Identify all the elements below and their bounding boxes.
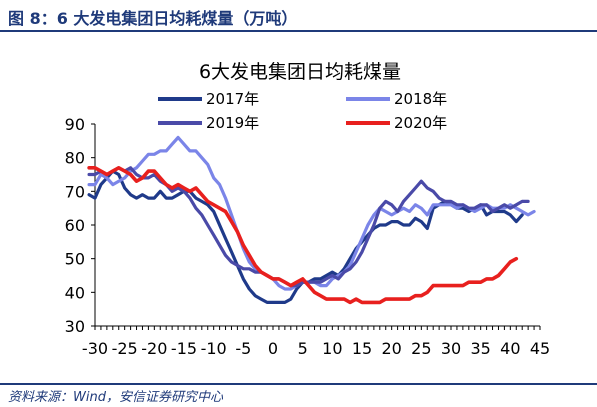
series-line-2019年 [87,166,530,288]
footer-rule [0,383,597,385]
x-tick-label: 5 [298,339,308,358]
x-tick-label: 45 [530,339,550,358]
y-tick-label: 70 [65,182,85,201]
x-tick-label: 15 [352,339,372,358]
x-tick-label: -5 [235,339,251,358]
plot-area [87,135,536,305]
x-tick-label: -10 [201,339,227,358]
legend-label: 2020年 [394,114,447,132]
header-rule [0,30,597,32]
series-line-2020年 [87,166,519,305]
x-tick-label: -25 [112,339,138,358]
legend-label: 2018年 [394,90,447,108]
x-tick-label: 35 [470,339,490,358]
x-tick-label: 10 [322,339,342,358]
y-tick-label: 80 [65,149,85,168]
source-note: 资料来源：Wind，安信证券研究中心 [8,390,223,405]
legend-label: 2017年 [206,90,259,108]
figure-title: 图 8：6 大发电集团日均耗煤量（万吨） [8,9,298,28]
legend: 2017年 2018年 2019年 2020年 [158,90,447,132]
y-tick-label: 40 [65,283,85,302]
legend-label: 2019年 [206,114,259,132]
x-tick-label: -30 [82,339,108,358]
y-tick-label: 50 [65,250,85,269]
x-tick-label: 40 [500,339,520,358]
x-tick-label: -15 [171,339,197,358]
x-tick-label: 0 [268,339,278,358]
x-tick-label: 25 [411,339,431,358]
y-tick-label: 90 [65,115,85,134]
x-tick-label: -20 [141,339,167,358]
chart-title: 6大发电集团日均耗煤量 [199,61,401,83]
y-tick-label: 60 [65,216,85,235]
series-line-2018年 [87,135,536,291]
y-tick-label: 30 [65,317,85,336]
x-tick-label: 20 [381,339,401,358]
x-tick-label: 30 [441,339,461,358]
